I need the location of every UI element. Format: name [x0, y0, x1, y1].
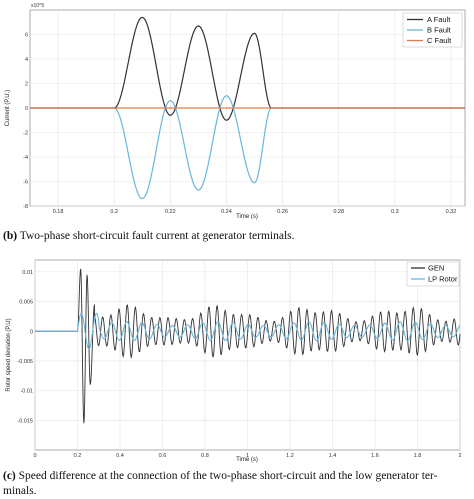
rotor-speed-chart: 0 0.2 0.4 0.6 0.8 1 1.2 1.4 1.6 1.8 2 -0.015 -0.01 -0… [6, 259, 462, 463]
plot2-x-tick-label: 1.8 [414, 453, 422, 459]
plot1-y-tick-label: -6 [23, 180, 28, 186]
legend-label-c-fault: C Fault [427, 36, 452, 45]
plot2-y-label: Rotor speed deviation (P.U) [6, 318, 12, 391]
plot2-x-tick-label: 0 [33, 453, 36, 459]
plot2-x-tick-label: 1.6 [371, 453, 379, 459]
plot1-y-tick-label: -8 [23, 204, 28, 210]
plot2-x-tick-label: 1 [246, 453, 249, 459]
plot2-grid [34, 260, 461, 450]
plot2-y-tick-label: -0.015 [17, 418, 33, 424]
plot1-y-tick-label: 6 [25, 33, 28, 39]
series-line-lp-rotor [35, 312, 461, 350]
plot2-legend-box [406, 261, 460, 287]
legend-label-a-fault: A Fault [427, 15, 451, 24]
series-line-gen [35, 268, 461, 424]
plot1-x-tick-label: 0.2 [110, 209, 118, 215]
plot2-x-label: Time (s) [236, 457, 258, 463]
plot1-y-tick-label: 0 [25, 106, 28, 112]
plot2-x-tick-label: 1.4 [329, 453, 337, 459]
plot1-x-label: Time (s) [236, 214, 258, 220]
caption-b-label: (b) [3, 230, 18, 242]
plot2-y-tick-label: 0.005 [19, 300, 33, 306]
series-line-a-fault [30, 16, 465, 121]
plot2-y-tick-label: 0 [30, 329, 33, 335]
plot2-x-tick-label: 0.8 [201, 453, 209, 459]
plot2-x-tick-label: 1.2 [286, 453, 294, 459]
caption-b: (b) Two-phase short-circuit fault curren… [3, 229, 295, 244]
plot2-y-tick-label: -0.01 [20, 389, 33, 395]
plot2-x-tick-label: 0.4 [116, 453, 124, 459]
plot1-x-tick-label: 0.18 [53, 209, 64, 215]
fault-current-chart: 0.18 0.2 0.22 0.24 0.26 0.28 0.3 0.32 -8 -6 -4 -2 0 2… [5, 3, 466, 220]
plot1-y-tick-label: -4 [23, 155, 28, 161]
plot2-x-tick-label: 0.2 [74, 453, 82, 459]
caption-c-text-line2: minals. [3, 485, 37, 497]
plot1-y-tick-label: 2 [25, 82, 28, 88]
plot1-x-tick-label: 0.22 [165, 209, 176, 215]
plot1-y-label: Current (P.U.) [5, 90, 11, 127]
plot1-y-exponent: x10^5 [31, 3, 44, 9]
plot1-x-tick-label: 0.3 [391, 209, 399, 215]
legend-label-b-fault: B Fault [427, 26, 452, 35]
plot1-ticks: 0.18 0.2 0.22 0.24 0.26 0.28 0.3 0.32 -8 -6 -4 -2 0 2… [23, 33, 456, 216]
series-line-b-fault [30, 95, 465, 200]
plot1-lines [30, 16, 465, 200]
caption-b-text: Two-phase short-circuit fault current at… [19, 230, 295, 242]
plot2-lines [35, 268, 461, 424]
plot2-x-tick-label: 0.6 [159, 453, 167, 459]
plot2-legend: GEN LP Rotor [406, 261, 460, 287]
plot1-x-tick-label: 0.28 [333, 209, 344, 215]
plot1-x-tick-label: 0.26 [277, 209, 288, 215]
plot2-y-tick-label: 0.01 [22, 270, 33, 276]
plot1-y-tick-label: -2 [23, 131, 28, 137]
plot2-y-tick-label: -0.005 [17, 359, 33, 365]
caption-c-text-line1: Speed difference at the connection of th… [18, 470, 438, 482]
plot1-legend: A Fault B Fault C Fault [402, 12, 463, 48]
plot1-y-tick-label: 4 [25, 57, 28, 63]
plot2-ticks: 0 0.2 0.4 0.6 0.8 1 1.2 1.4 1.6 1.8 2 -0.015 -0.01 -0… [17, 270, 461, 459]
caption-c: (c) Speed difference at the connection o… [3, 469, 471, 499]
plot2-x-tick-label: 2 [458, 453, 461, 459]
caption-c-label: (c) [3, 470, 16, 482]
plot1-x-tick-label: 0.32 [446, 209, 457, 215]
legend-label-gen: GEN [428, 264, 444, 273]
legend-label-lp-rotor: LP Rotor [428, 275, 458, 284]
plot1-x-tick-label: 0.24 [221, 209, 232, 215]
